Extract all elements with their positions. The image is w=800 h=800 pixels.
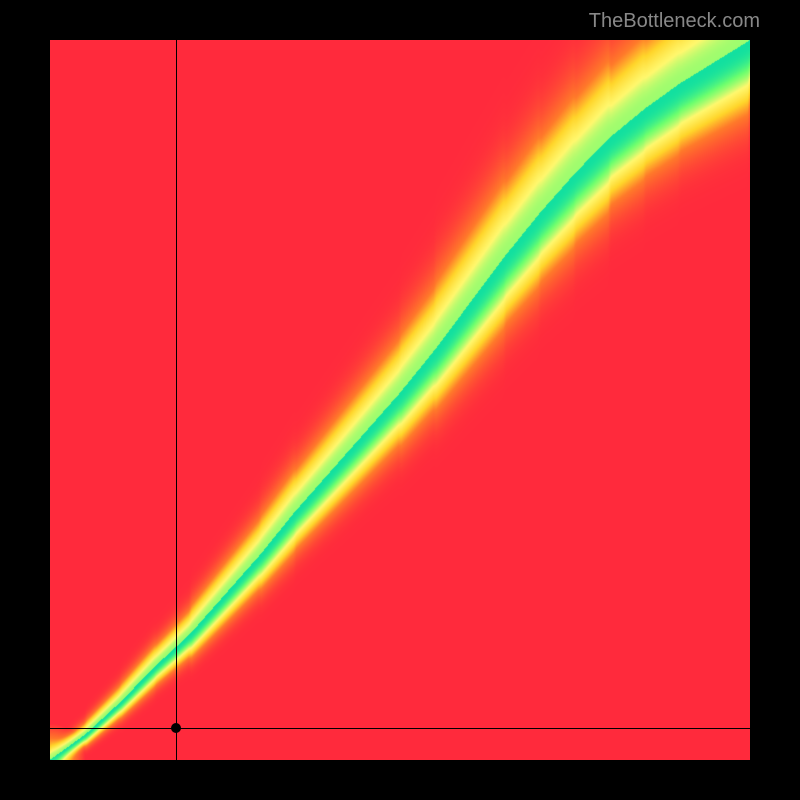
crosshair-horizontal	[50, 728, 750, 729]
watermark: TheBottleneck.com	[589, 10, 760, 33]
heatmap-canvas	[50, 40, 750, 760]
heatmap-plot	[50, 40, 750, 760]
crosshair-point	[171, 723, 181, 733]
crosshair-vertical	[176, 40, 177, 760]
